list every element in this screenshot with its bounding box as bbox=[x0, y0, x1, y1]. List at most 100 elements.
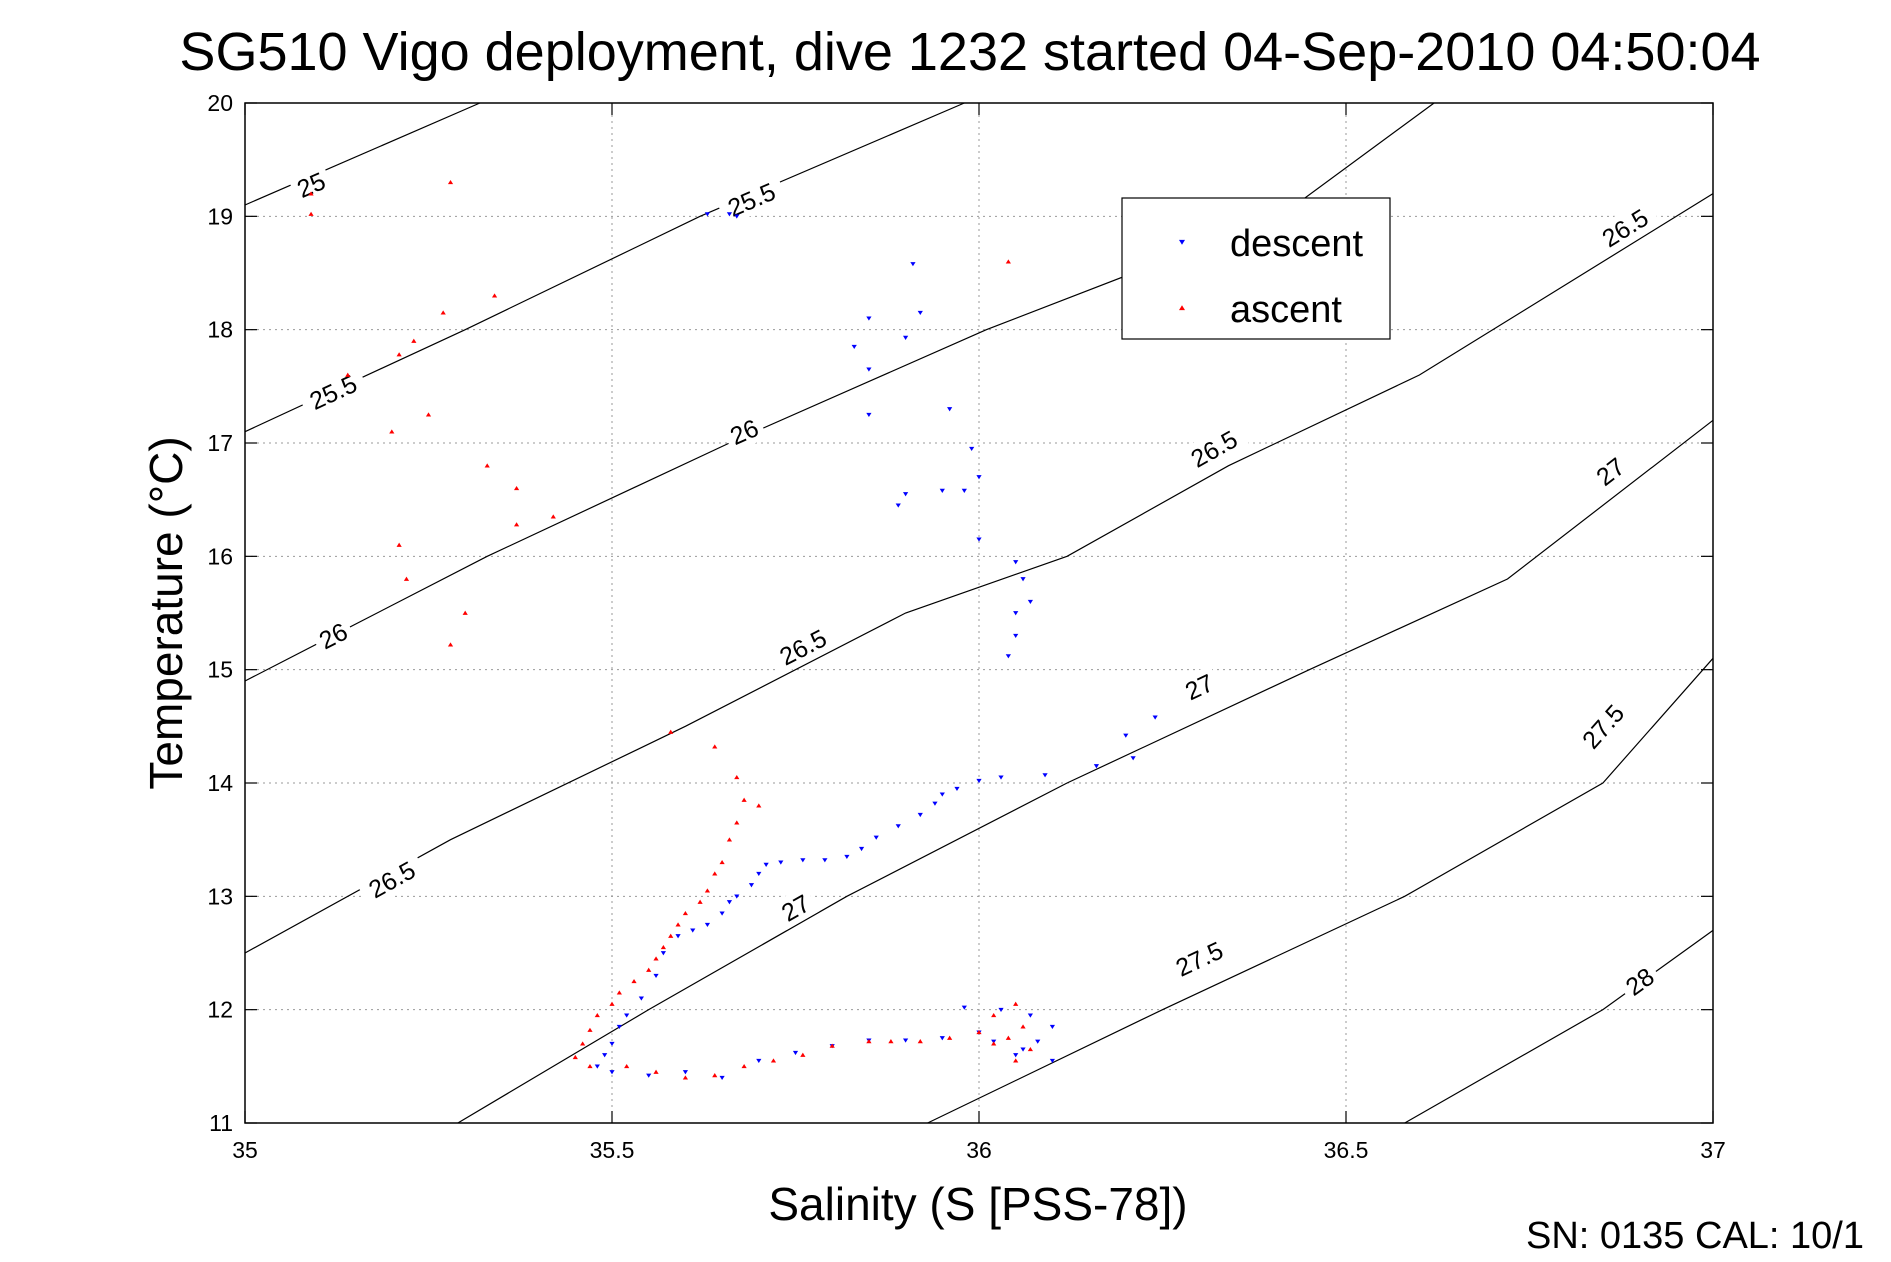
ascent-point bbox=[734, 774, 740, 780]
descent-point bbox=[961, 488, 967, 493]
descent-point bbox=[976, 778, 982, 784]
ascent-point bbox=[653, 956, 659, 961]
legend-label-ascent: ascent bbox=[1230, 289, 1342, 331]
ascent-point bbox=[653, 1069, 659, 1074]
descent-point bbox=[1049, 1058, 1055, 1064]
isopycnal-label-text: 28 bbox=[1621, 963, 1660, 1002]
descent-point bbox=[1020, 577, 1026, 582]
x-tick-label: 37 bbox=[1700, 1137, 1726, 1163]
data-series bbox=[308, 179, 1158, 1081]
ascent-point bbox=[594, 1012, 600, 1018]
isopycnal-label-bg bbox=[296, 364, 370, 420]
y-tick-label: 18 bbox=[207, 317, 233, 343]
descent-point bbox=[961, 1005, 967, 1010]
isopycnal-label: 26 bbox=[309, 613, 357, 658]
descent-point bbox=[1013, 611, 1019, 616]
y-tick-label: 12 bbox=[207, 997, 233, 1023]
descent-point bbox=[704, 212, 711, 217]
descent-point bbox=[646, 1073, 652, 1078]
ascent-point bbox=[991, 1041, 997, 1046]
descent-point bbox=[756, 871, 762, 877]
y-tick-label: 16 bbox=[207, 543, 233, 569]
ascent-point bbox=[616, 990, 622, 995]
descent-point bbox=[1049, 1024, 1055, 1030]
descent-point bbox=[763, 862, 769, 867]
ascent-point bbox=[697, 899, 703, 904]
ascent-point bbox=[587, 1027, 593, 1032]
ascent-point bbox=[609, 1001, 615, 1006]
descent-point bbox=[734, 894, 740, 899]
ascent-point bbox=[550, 514, 556, 519]
descent-point bbox=[998, 775, 1004, 780]
isopycnal-label-bg bbox=[355, 850, 428, 909]
ascent-point bbox=[660, 944, 666, 950]
axis-ticks: 35 35.5 36 36.5 37 11 12 13 14 15 16 17 18 19 20 bbox=[207, 90, 1725, 1163]
descent-point bbox=[1013, 1053, 1019, 1058]
descent-point bbox=[976, 537, 982, 542]
isopycnal-line bbox=[244, 102, 1435, 682]
ascent-point bbox=[682, 1075, 688, 1080]
y-tick-label: 11 bbox=[209, 1110, 233, 1136]
descent-point bbox=[895, 503, 901, 508]
descent-point bbox=[704, 922, 711, 928]
ascent-point bbox=[411, 338, 417, 343]
descent-point bbox=[1130, 756, 1136, 761]
ascent-point bbox=[704, 888, 711, 893]
ascent-point bbox=[734, 820, 740, 825]
ascent-point bbox=[976, 1029, 982, 1035]
isopycnal-label: 26.5 bbox=[355, 850, 428, 909]
descent-point bbox=[932, 801, 938, 806]
isopycnal-label-bg bbox=[766, 618, 840, 676]
isopycnal-line bbox=[244, 193, 1714, 954]
isopycnal-label-bg bbox=[1588, 197, 1661, 258]
descent-point bbox=[844, 854, 850, 860]
descent-point bbox=[638, 996, 644, 1001]
chart-title: SG510 Vigo deployment, dive 1232 started… bbox=[179, 22, 1760, 82]
isopycnal-label-bg bbox=[1586, 447, 1635, 495]
isopycnal-label-bg bbox=[1162, 931, 1236, 987]
descent-point bbox=[1093, 764, 1100, 769]
x-tick-label: 35 bbox=[232, 1137, 258, 1163]
descent-point bbox=[903, 335, 909, 340]
ascent-point bbox=[631, 978, 637, 984]
x-tick-label: 35.5 bbox=[590, 1137, 635, 1163]
descent-point bbox=[866, 367, 872, 372]
ascent-point bbox=[1013, 1001, 1019, 1006]
ascent-point bbox=[389, 429, 395, 434]
isopycnal-label-bg bbox=[1569, 691, 1636, 761]
isopycnal-label-text: 27 bbox=[1591, 453, 1630, 492]
ascent-point bbox=[675, 922, 681, 927]
y-tick-label: 17 bbox=[207, 430, 233, 456]
descent-point bbox=[969, 446, 975, 452]
descent-point bbox=[719, 911, 725, 916]
isopycnal-label-bg bbox=[720, 410, 768, 454]
descent-point bbox=[939, 1036, 945, 1041]
ascent-point bbox=[682, 910, 688, 916]
descent-point bbox=[748, 883, 755, 888]
descent-point bbox=[609, 1041, 615, 1047]
isopycnal-label: 27 bbox=[1586, 447, 1635, 495]
ascent-point bbox=[829, 1043, 835, 1048]
descent-point bbox=[954, 786, 960, 792]
ascent-point bbox=[396, 352, 402, 357]
ascent-point bbox=[712, 1073, 718, 1078]
isopycnal-label-bg bbox=[309, 613, 357, 658]
descent-point bbox=[1042, 773, 1048, 778]
descent-point bbox=[976, 475, 982, 480]
ascent-point bbox=[800, 1052, 806, 1057]
descent-point bbox=[917, 310, 923, 316]
descent-point bbox=[866, 412, 872, 418]
ascent-point bbox=[403, 576, 410, 581]
isopycnal-line bbox=[457, 419, 1714, 1124]
ascent-point bbox=[1020, 1024, 1026, 1029]
ascent-point bbox=[719, 859, 725, 865]
descent-point bbox=[917, 812, 923, 818]
ascent-point bbox=[447, 642, 454, 647]
legend-marker-glyph bbox=[1179, 305, 1185, 311]
isopycnal-label: 27.5 bbox=[1569, 691, 1636, 761]
isopycnal-label-bg bbox=[287, 163, 335, 206]
descent-point bbox=[939, 792, 945, 797]
descent-point bbox=[1005, 654, 1011, 659]
descent-point bbox=[903, 1038, 909, 1043]
y-axis-label: Temperature (°C) bbox=[140, 436, 192, 789]
